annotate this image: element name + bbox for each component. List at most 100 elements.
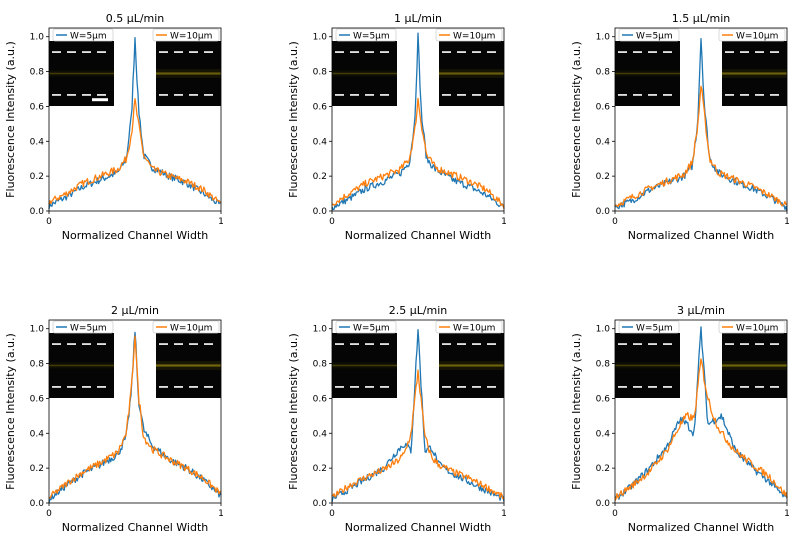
y-tick-label: 1.0 (313, 33, 328, 43)
y-tick-label: 0.2 (30, 172, 44, 182)
legend-box (52, 320, 114, 334)
x-tick-label: 0 (46, 217, 52, 227)
legend-box (152, 28, 220, 42)
x-tick-label: 0 (329, 509, 335, 519)
y-tick-label: 0.8 (30, 360, 45, 370)
y-tick-label: 0.6 (596, 394, 611, 404)
y-tick-label: 0.4 (596, 429, 611, 439)
subplot-1: 0.5 μL/min W=5μm W=10μm 0.0 0.2 0.4 0.6 0.8 1.0 0… (4, 12, 224, 242)
inset-image-w10 (439, 41, 504, 106)
y-tick-label: 0.0 (30, 499, 45, 509)
inset-image-w5 (615, 41, 680, 106)
inset-image-w5 (49, 333, 114, 398)
inset-band (332, 364, 397, 367)
subplot-title: 0.5 μL/min (106, 12, 165, 25)
axes-frame (331, 27, 505, 212)
x-tick-label: 0 (612, 217, 618, 227)
legend-label: W=10μm (170, 324, 212, 334)
y-tick-label: 0.0 (596, 207, 611, 217)
inset-image-w10 (156, 41, 221, 106)
y-tick-label: 0.8 (30, 68, 45, 78)
y-tick-label: 0.4 (313, 137, 328, 147)
x-tick-label: 0 (612, 509, 618, 519)
x-axis-label: Normalized Channel Width (345, 229, 492, 242)
legend-label: W=10μm (736, 324, 778, 334)
y-axis-label: Fluorescence Intensity (a.u.) (287, 41, 300, 198)
series-line-w10 (331, 369, 505, 500)
legend-w5: W=5μm (618, 28, 680, 42)
legend-w5: W=5μm (52, 320, 114, 334)
inset-image-w5 (332, 333, 397, 398)
legend-w10: W=10μm (718, 320, 786, 334)
axes-frame (48, 27, 222, 212)
inset-image-w10 (722, 333, 787, 398)
y-tick-label: 0.8 (313, 68, 328, 78)
y-tick-label: 0.6 (596, 102, 611, 112)
legend-box (618, 320, 680, 334)
legend-box (618, 28, 680, 42)
y-tick-label: 0.6 (30, 394, 45, 404)
subplot-4: 2 μL/min W=5μm W=10μm 0.0 0.2 0.4 0.6 0.8 1.0 0 1N… (4, 304, 224, 534)
y-axis-label: Fluorescence Intensity (a.u.) (570, 333, 583, 490)
legend-box (718, 320, 786, 334)
inset-band-halo (615, 70, 680, 77)
legend-w5: W=5μm (618, 320, 680, 334)
series-line-w10 (614, 358, 788, 501)
axes-frame (614, 319, 788, 504)
subplot-title: 2 μL/min (111, 304, 159, 317)
y-axis-label: Fluorescence Intensity (a.u.) (4, 41, 17, 198)
subplot-5: 2.5 μL/min W=5μm W=10μm 0.0 0.2 0.4 0.6 0.8 1.0 0… (287, 304, 507, 534)
subplot-title: 2.5 μL/min (389, 304, 448, 317)
axes-frame (48, 319, 222, 504)
inset-band-halo (332, 362, 397, 369)
legend-w5: W=5μm (335, 320, 397, 334)
inset-band (722, 364, 787, 367)
subplot-3: 1.5 μL/min W=5μm W=10μm 0.0 0.2 0.4 0.6 0.8 1.0 0… (570, 12, 790, 242)
legend-label: W=10μm (170, 32, 212, 42)
y-tick-label: 1.0 (30, 33, 45, 43)
subplot-title: 1.5 μL/min (672, 12, 731, 25)
inset-band-halo (615, 362, 680, 369)
x-axis-label: Normalized Channel Width (628, 521, 775, 534)
y-tick-label: 0.8 (596, 68, 611, 78)
x-tick-label: 1 (218, 509, 224, 519)
inset-band (49, 72, 114, 75)
subplot-title: 1 μL/min (394, 12, 442, 25)
inset-image-w5 (332, 41, 397, 106)
x-tick-label: 1 (501, 217, 507, 227)
inset-band (615, 72, 680, 75)
y-tick-label: 0.4 (596, 137, 611, 147)
inset-image-w5 (49, 41, 114, 106)
series-line-w5 (331, 329, 505, 503)
inset-image-w10 (439, 333, 504, 398)
x-tick-label: 1 (784, 509, 790, 519)
inset-band (332, 72, 397, 75)
series-line-w10 (48, 335, 221, 499)
y-tick-label: 0.6 (313, 394, 328, 404)
inset-band-halo (332, 70, 397, 77)
x-axis-label: Normalized Channel Width (62, 521, 209, 534)
y-tick-label: 0.4 (30, 137, 45, 147)
y-tick-label: 0.8 (313, 360, 328, 370)
y-tick-label: 0.2 (30, 464, 44, 474)
inset-band (439, 72, 504, 75)
inset-band (722, 72, 787, 75)
legend-label: W=10μm (736, 32, 778, 42)
y-tick-label: 0.0 (596, 499, 611, 509)
y-tick-label: 0.2 (313, 172, 327, 182)
legend-label: W=10μm (453, 324, 495, 334)
inset-band (439, 364, 504, 367)
inset-band-halo (49, 362, 114, 369)
subplot-2: 1 μL/min W=5μm W=10μm 0.0 0.2 0.4 0.6 0.8 1.0 0 1N… (287, 12, 507, 242)
legend-box (718, 28, 786, 42)
x-tick-label: 1 (784, 217, 790, 227)
series-line-w5 (331, 32, 505, 211)
legend-w5: W=5μm (335, 28, 397, 42)
y-tick-label: 1.0 (30, 325, 45, 335)
legend-w5: W=5μm (52, 28, 114, 42)
x-tick-label: 1 (218, 217, 224, 227)
y-tick-label: 0.2 (596, 464, 610, 474)
legend-box (335, 28, 397, 42)
legend-label: W=5μm (70, 32, 107, 42)
inset-band (156, 364, 221, 367)
